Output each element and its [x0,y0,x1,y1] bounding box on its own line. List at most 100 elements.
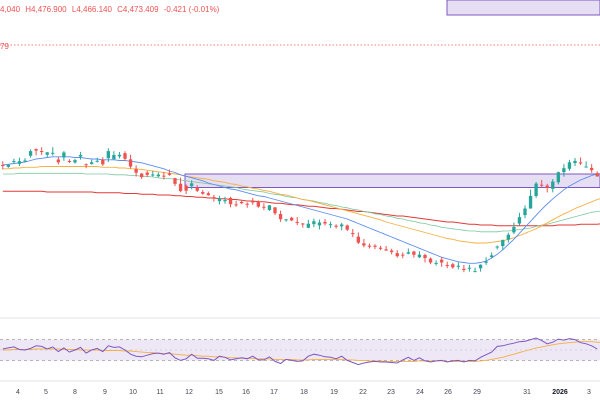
candle-body [40,151,44,153]
candle-body [195,187,199,191]
candle-body [251,201,255,203]
candle-body [190,183,194,187]
candle-body [234,204,238,206]
candle-body [545,185,549,188]
candle-body [378,247,383,249]
candle-body [201,192,205,194]
candle-body [451,264,455,268]
candle-body [162,175,166,177]
candle-body [312,221,316,225]
candle-body [295,221,299,223]
candle-body [462,268,466,270]
candle-body [562,168,566,173]
ohlc-close: C4,473.409 [117,5,159,14]
candle-body [490,255,494,258]
candle-body [484,261,488,263]
x-tick-label: 11 [156,389,163,396]
candle-body [90,162,94,164]
candle-body [262,206,266,208]
candle-body [595,173,599,177]
candle-body [590,167,594,171]
candle-body [578,162,583,164]
candle-body [212,197,216,199]
candle-body [290,217,294,221]
candle-body [334,225,338,227]
candle-body [556,172,560,183]
candle-body [506,234,510,240]
candle-body [362,243,366,246]
candle-body [45,152,49,155]
candle-body [223,200,227,202]
candle-body [112,155,116,160]
candle-body [101,159,105,165]
candle-body [17,161,22,164]
x-tick-label: 23 [387,389,395,396]
candle-body [478,264,483,269]
candle-body [173,178,177,184]
candle-body [528,195,533,209]
candle-body [123,153,127,159]
candle-body [106,151,110,159]
candle-body [384,249,388,251]
candle-body [67,161,72,163]
x-tick-label: 17 [270,389,278,396]
candle-body [434,262,438,264]
ohlc-open: 4,040 [0,5,21,14]
candle-body [495,246,499,248]
candle-body [467,267,472,269]
candle-body [95,160,99,162]
candle-body [551,181,555,189]
candle-body [23,160,27,162]
candle-body [423,254,427,259]
ohlc-high: H4,476.900 [25,5,67,14]
candle-body [323,221,327,224]
candle-body [12,161,16,163]
candle-body [240,201,244,204]
resistance-zone [446,0,600,16]
candle-body [301,223,305,225]
candle-body [373,245,377,247]
x-tick-label: 9 [103,389,107,396]
candle-body [184,185,188,191]
candle-body [473,271,477,273]
x-tick-label: 31 [523,389,531,396]
candle-body [156,174,160,177]
x-tick-label: 16 [242,389,250,396]
candle-body [6,164,10,167]
candle-body [267,205,272,210]
candle-body [501,239,505,246]
candle-body [534,183,538,196]
candle-body [417,254,422,258]
candle-body [273,207,277,214]
candle-body [1,165,5,166]
candle-body [56,159,60,163]
candle-body [284,219,288,221]
candle-body [573,160,577,164]
x-tick-label: 18 [300,389,308,396]
candle-body [34,149,38,151]
x-tick-label: 8 [73,389,77,396]
candle-body [428,258,433,263]
x-tick-label: 4 [16,389,20,396]
x-tick-label: 26 [444,389,452,396]
candle-body [512,227,516,233]
candle-body [356,236,360,243]
x-tick-label: 3 [587,389,591,396]
candle-body [401,254,405,256]
ma-long-line [2,190,600,227]
candle-body [395,253,399,257]
candle-body [140,173,144,178]
candle-body [73,160,77,163]
candle-body [28,151,33,156]
candle-body [51,152,55,154]
candle-body [406,252,410,254]
candle-body [345,225,349,230]
candle-body [151,174,155,176]
candle-body [217,198,222,202]
candle-body [278,213,283,220]
candle-body [62,152,66,158]
price-line-label: 79 [0,42,9,51]
candle-body [178,183,183,192]
